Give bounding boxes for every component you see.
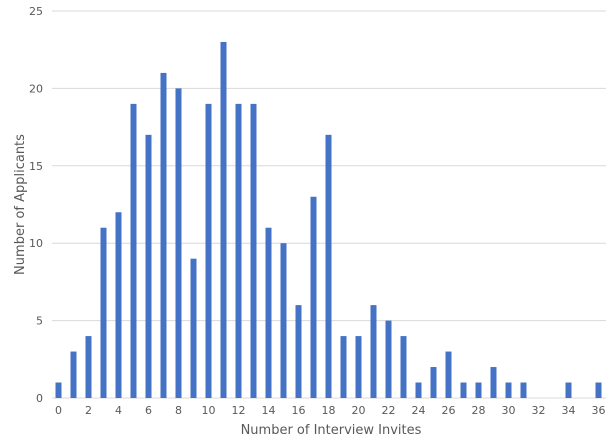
x-tick-label: 10 (202, 404, 216, 417)
bar (565, 382, 572, 398)
y-tick-label: 10 (29, 237, 43, 250)
bar (220, 41, 227, 399)
x-tick-label: 22 (382, 404, 396, 417)
bar (475, 382, 482, 398)
x-tick-label: 0 (55, 404, 62, 417)
x-tick-label: 34 (562, 404, 576, 417)
x-tick-label: 18 (322, 404, 336, 417)
bar (415, 382, 422, 398)
bar (160, 72, 167, 399)
bar (445, 351, 452, 398)
bar (265, 227, 272, 398)
bar (505, 382, 512, 398)
bar (190, 258, 197, 398)
x-axis-title: Number of Interview Invites (241, 423, 422, 438)
x-tick-label: 4 (115, 404, 122, 417)
bar (295, 305, 302, 398)
bar (385, 320, 392, 398)
y-tick-label: 5 (36, 315, 43, 328)
bar (310, 196, 317, 398)
y-axis-ticks: 0 5 10 15 20 25 (29, 5, 43, 405)
x-tick-label: 36 (592, 404, 606, 417)
x-tick-label: 28 (472, 404, 486, 417)
y-tick-label: 15 (29, 160, 43, 173)
bar (235, 103, 242, 398)
y-tick-label: 25 (29, 5, 43, 18)
bar (595, 382, 602, 398)
bar (175, 88, 182, 399)
bar (250, 103, 257, 398)
x-tick-label: 32 (532, 404, 546, 417)
bar (115, 212, 122, 398)
x-tick-label: 6 (145, 404, 152, 417)
x-tick-label: 16 (292, 404, 306, 417)
x-tick-label: 26 (442, 404, 456, 417)
bar (340, 336, 347, 398)
x-tick-label: 20 (352, 404, 366, 417)
x-tick-label: 30 (502, 404, 516, 417)
bar (370, 305, 377, 398)
bar (325, 134, 332, 398)
x-tick-label: 2 (85, 404, 92, 417)
bar (100, 227, 107, 398)
bar (55, 382, 62, 398)
y-tick-label: 0 (36, 392, 43, 405)
bar (490, 367, 497, 398)
bar (400, 336, 407, 398)
bar (460, 382, 467, 398)
y-axis-title: Number of Applicants (13, 134, 28, 275)
bar (130, 103, 137, 398)
bar (355, 336, 362, 398)
y-tick-label: 20 (29, 82, 43, 95)
bar (85, 336, 92, 398)
x-tick-label: 12 (232, 404, 246, 417)
x-tick-label: 8 (175, 404, 182, 417)
bar (145, 134, 152, 398)
x-axis-ticks: 0 2 4 6 8 10 12 14 16 18 20 22 24 26 28 30 32 34 36 (55, 404, 606, 417)
bar (70, 351, 77, 398)
x-tick-label: 24 (412, 404, 426, 417)
bars (55, 41, 602, 399)
bar (205, 103, 212, 398)
bar (430, 367, 437, 398)
bar (280, 243, 287, 398)
bar (520, 382, 527, 398)
x-tick-label: 14 (262, 404, 276, 417)
